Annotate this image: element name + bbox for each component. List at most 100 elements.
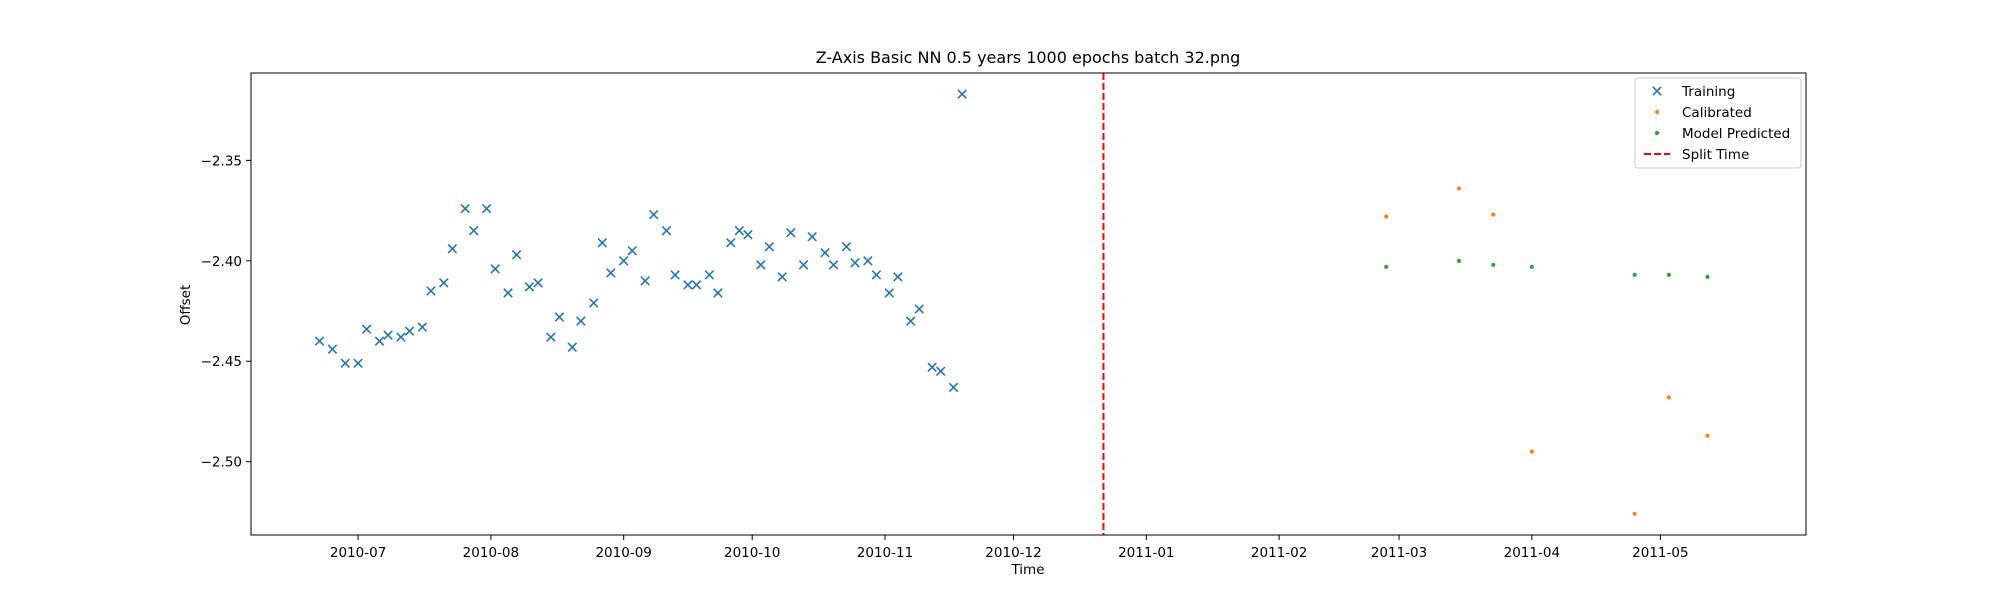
- training-point: [713, 288, 723, 298]
- training-point: [576, 316, 586, 326]
- training-point-stroke-b: [426, 286, 436, 296]
- training-point: [764, 241, 775, 252]
- training-point: [828, 260, 839, 270]
- training-point-stroke-b: [396, 332, 406, 342]
- training-point-stroke-b: [588, 298, 599, 308]
- training-point-stroke-b: [927, 362, 937, 373]
- model-predicted-point: [1705, 274, 1710, 279]
- axes-frame: [250, 72, 1807, 536]
- calibrated-point: [1705, 433, 1710, 438]
- training-point-stroke-b: [935, 366, 946, 377]
- training-point: [353, 358, 363, 369]
- training-point-stroke-b: [670, 270, 680, 280]
- training-point-stroke-b: [863, 256, 873, 266]
- training-point: [524, 282, 535, 292]
- calibrated-point: [1666, 395, 1671, 400]
- training-point: [914, 304, 925, 314]
- training-point-stroke-b: [691, 280, 702, 290]
- training-point: [404, 326, 415, 336]
- training-point-stroke-b: [704, 270, 715, 280]
- training-point-stroke-b: [606, 268, 616, 278]
- y-axis-label: Offset: [178, 285, 194, 326]
- calibrated-point: [1491, 212, 1496, 217]
- training-point-stroke-b: [743, 229, 753, 240]
- training-point-stroke-b: [533, 278, 543, 288]
- x-tick-label: 2010-08: [463, 545, 519, 561]
- training-point: [743, 229, 753, 240]
- training-point-stroke-b: [490, 264, 500, 274]
- training-point: [670, 270, 680, 280]
- x-tick-label: 2011-05: [1632, 545, 1688, 561]
- training-point: [426, 286, 436, 296]
- training-point: [511, 250, 522, 260]
- axes: 2010-07 2010-08 2010-09 2010-10 2010-11 2010-…: [201, 72, 1807, 561]
- training-point-stroke-b: [546, 332, 556, 342]
- training-point-stroke-b: [576, 316, 586, 326]
- training-point-stroke-b: [893, 272, 903, 282]
- training-point-stroke-b: [340, 358, 351, 369]
- training-point: [683, 280, 693, 290]
- training-point-stroke-b: [884, 288, 895, 298]
- legend-marker-calibrated: [1655, 110, 1659, 114]
- training-point-stroke-b: [481, 203, 492, 214]
- training-point: [935, 366, 946, 377]
- model-predicted-point: [1529, 264, 1534, 269]
- training-point-stroke-b: [554, 312, 565, 322]
- calibrated-point: [1384, 214, 1389, 219]
- training-point: [439, 278, 449, 288]
- training-point-stroke-b: [511, 250, 522, 260]
- training-point-stroke-b: [503, 288, 513, 298]
- training-point-stroke-b: [905, 316, 916, 326]
- model-predicted-point: [1666, 272, 1671, 277]
- legend: Training Calibrated Model Predicted Split T…: [1634, 77, 1802, 169]
- training-point: [820, 248, 830, 258]
- x-tick-label: 2011-04: [1504, 545, 1560, 561]
- x-tick-label: 2010-11: [857, 545, 913, 561]
- x-tick-label: 2011-01: [1118, 545, 1174, 561]
- training-point-stroke-b: [374, 336, 385, 346]
- training-point-stroke-b: [460, 203, 470, 214]
- legend-marker-training: [1652, 86, 1662, 96]
- x-tick-label: 2010-10: [724, 545, 780, 561]
- training-point-stroke-b: [914, 304, 925, 314]
- training-point: [503, 288, 513, 298]
- x-axis-label: Time: [1010, 562, 1044, 578]
- calibrated-point: [1529, 449, 1534, 454]
- training-point: [606, 268, 616, 278]
- training-point: [567, 342, 578, 352]
- training-point: [785, 227, 796, 238]
- training-point: [661, 225, 672, 236]
- training-point-stroke-b: [820, 248, 830, 258]
- training-point-stroke-b: [764, 241, 775, 252]
- training-point-stroke-b: [404, 326, 415, 336]
- training-point: [871, 270, 882, 280]
- training-point: [807, 231, 817, 242]
- training-point-stroke-b: [314, 336, 325, 346]
- training-point: [597, 237, 608, 248]
- y-tick-label: −2.45: [201, 354, 242, 370]
- model-predicted-point: [1491, 262, 1496, 267]
- training-point: [618, 256, 629, 266]
- training-point-stroke-b: [567, 342, 578, 352]
- calibrated-point: [1457, 186, 1462, 191]
- training-point-stroke-b: [734, 225, 745, 236]
- model-predicted-point: [1457, 258, 1462, 263]
- training-point: [798, 260, 809, 270]
- training-point: [863, 256, 873, 266]
- legend-marker-model-predicted: [1655, 131, 1659, 135]
- training-point-stroke-b: [807, 231, 817, 242]
- legend-box: [1634, 77, 1802, 169]
- training-point: [884, 288, 895, 298]
- model-predicted-point: [1384, 264, 1389, 269]
- y-tick-label: −2.50: [201, 455, 242, 471]
- training-point-stroke-b: [957, 89, 967, 99]
- training-point: [554, 312, 565, 322]
- training-point-stroke-b: [661, 225, 672, 236]
- training-point: [533, 278, 543, 288]
- training-point: [490, 264, 500, 274]
- y-tick-label: −2.35: [201, 153, 242, 169]
- training-point-stroke-b: [828, 260, 839, 270]
- training-point-stroke-b: [798, 260, 809, 270]
- training-point: [460, 203, 470, 214]
- training-point-stroke-b: [756, 260, 766, 270]
